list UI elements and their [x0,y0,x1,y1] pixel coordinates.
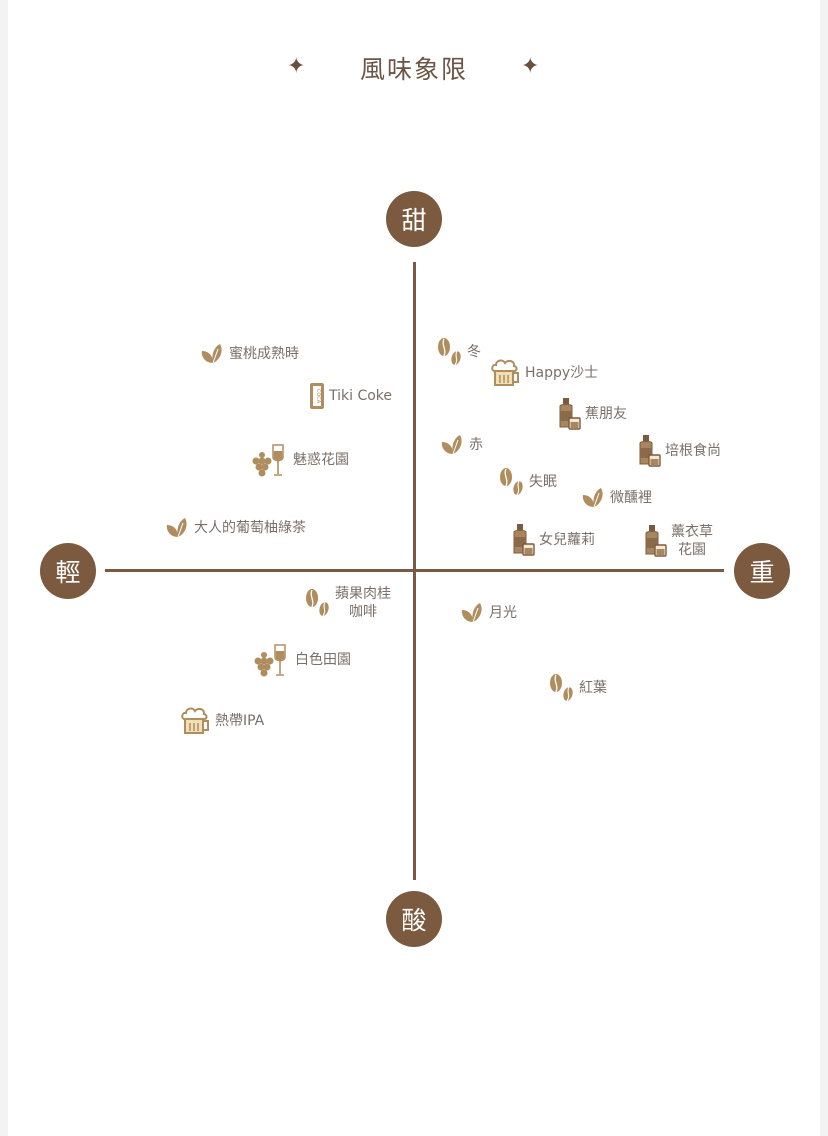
sparkle-icon: ✦ [287,54,306,79]
axis-label-light: 輕 [40,543,96,599]
menu-item: 培根食尚 [636,434,721,468]
wine-grape-icon [250,443,290,477]
menu-item-label: 大人的葡萄柚綠茶 [194,520,306,536]
menu-item-label: 女兒蘿莉 [539,532,595,548]
tea-leaf-icon [581,485,607,511]
tea-leaf-icon [440,432,466,458]
axis-label-sweet: 甜 [386,191,442,247]
menu-item-label: Happy沙士 [525,365,599,381]
page-title: 風味象限 [359,55,468,84]
menu-item: Happy沙士 [490,358,598,388]
menu-item: 赤 [440,432,483,458]
whiskey-bottle-icon [642,524,668,558]
svg-text:COCA: COCA [315,389,321,404]
menu-item: 白色田園 [252,643,351,677]
beer-mug-icon [490,358,522,388]
tea-leaf-icon [460,600,486,626]
coffee-bean-icon [304,588,332,618]
menu-item-label: 失眠 [529,474,557,490]
whiskey-bottle-icon [636,434,662,468]
axis-label-sour: 酸 [386,891,442,947]
sparkle-icon: ✦ [521,54,540,79]
menu-item-label: 白色田園 [295,652,351,668]
menu-item-label: 魅惑花園 [293,452,349,468]
menu-item: 薰衣草 花園 [642,523,713,559]
coffee-bean-icon [498,467,526,497]
menu-item-label: 紅葉 [579,680,607,696]
menu-item-label: 熱帶IPA [215,713,265,729]
menu-item: 蜜桃成熟時 [200,341,299,367]
tea-leaf-icon [165,515,191,541]
horizontal-axis [105,569,724,572]
cola-can-icon: COCA [308,381,326,411]
whiskey-bottle-icon [510,523,536,557]
menu-item-label: Tiki Coke [329,388,393,404]
tea-leaf-icon [200,341,226,367]
axis-label-heavy: 重 [734,543,790,599]
menu-item-label: 冬 [467,344,481,360]
menu-item: 大人的葡萄柚綠茶 [165,515,306,541]
menu-item-label: 薰衣草 花園 [671,524,713,558]
menu-item: 蕉朋友 [556,397,627,431]
menu-item: 熱帶IPA [180,706,264,736]
menu-item-label: 蕉朋友 [585,406,627,422]
menu-item: 女兒蘿莉 [510,523,595,557]
menu-item: 失眠 [498,467,557,497]
menu-item-label: 培根食尚 [665,443,721,459]
menu-item: 紅葉 [548,673,607,703]
menu-item: 魅惑花園 [250,443,349,477]
beer-mug-icon [180,706,212,736]
menu-item-label: 蜜桃成熟時 [229,346,299,362]
whiskey-bottle-icon [556,397,582,431]
menu-item-label: 月光 [489,605,517,621]
menu-item: 微醺裡 [581,485,652,511]
menu-item-label: 微醺裡 [610,490,652,506]
menu-item: 月光 [460,600,517,626]
coffee-bean-icon [548,673,576,703]
menu-item: COCA Tiki Coke [308,381,392,411]
menu-item-label: 蘋果肉桂 咖啡 [335,586,391,620]
menu-item-label: 赤 [469,437,483,453]
coffee-bean-icon [436,337,464,367]
wine-grape-icon [252,643,292,677]
menu-item: 冬 [436,337,481,367]
menu-item: 蘋果肉桂 咖啡 [304,585,391,621]
